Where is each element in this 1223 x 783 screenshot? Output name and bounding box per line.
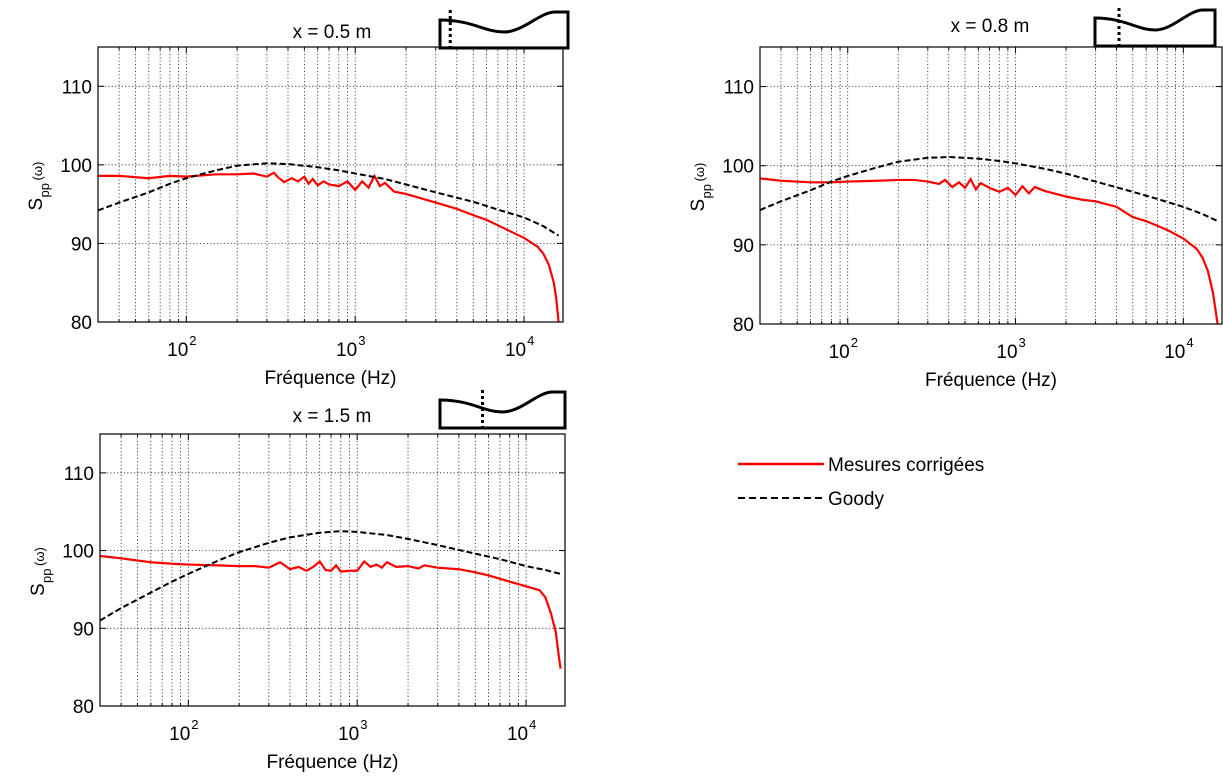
x-tick-label-base: 10 <box>1164 342 1185 363</box>
x-tick-label-base: 10 <box>507 724 528 745</box>
measured-line <box>100 554 562 669</box>
y-tick-label: 110 <box>62 77 92 98</box>
y-axis-label: Spp (ω) <box>26 162 52 211</box>
x-tick-label-base: 10 <box>169 724 190 745</box>
x-tick-label-base: 10 <box>336 340 357 361</box>
x-axis-label: Fréquence (Hz) <box>925 370 1057 391</box>
goody-line <box>98 162 560 237</box>
y-tick-label: 80 <box>733 315 754 336</box>
legend-item: Goody <box>738 489 884 510</box>
x-tick-label: 10 4 <box>1164 335 1193 363</box>
geometry-inset <box>438 10 570 52</box>
chart-title: x = 0.5 m <box>293 22 372 43</box>
plot-area-frame <box>759 46 1223 325</box>
x-tick-label-exponent: 2 <box>189 333 196 348</box>
duct-profile <box>438 390 567 430</box>
y-axis-label-main: S <box>688 199 709 212</box>
geometry-inset <box>438 390 567 432</box>
x-tick-label-exponent: 4 <box>1186 335 1193 350</box>
x-tick-label: 10 3 <box>338 717 367 745</box>
plot-area-frame <box>99 433 566 707</box>
x-tick-label: 10 2 <box>167 333 196 361</box>
x-tick-label-exponent: 3 <box>360 717 367 732</box>
legend-label: Goody <box>828 489 884 510</box>
y-tick-label: 80 <box>73 697 94 718</box>
y-axis-label-argument: (ω) <box>692 163 707 182</box>
x-tick-label: 10 2 <box>829 335 858 363</box>
x-tick-label-exponent: 2 <box>851 335 858 350</box>
measured-line <box>98 171 560 323</box>
measured-line <box>760 176 1219 325</box>
goody-line <box>760 156 1219 223</box>
x-tick-label-base: 10 <box>505 340 526 361</box>
legend-label: Mesures corrigées <box>828 455 984 476</box>
x-tick-label-exponent: 4 <box>529 717 536 732</box>
duct-profile <box>438 10 570 50</box>
y-tick-label: 110 <box>724 78 754 99</box>
y-axis-label: Spp (ω) <box>688 163 714 212</box>
y-axis-label-main: S <box>28 583 49 596</box>
legend: Mesures corrigées Goody <box>738 455 984 510</box>
x-tick-label: 10 4 <box>507 717 536 745</box>
x-tick-label-exponent: 3 <box>358 333 365 348</box>
y-tick-label: 80 <box>71 313 92 334</box>
x-tick-label: 10 3 <box>996 335 1025 363</box>
series-group <box>98 162 560 323</box>
x-tick-label-exponent: 2 <box>191 717 198 732</box>
chart-title: x = 0.8 m <box>951 16 1030 37</box>
x-axis-label: Fréquence (Hz) <box>265 368 397 389</box>
y-tick-label: 90 <box>733 236 754 257</box>
x-tick-label: 10 3 <box>336 333 365 361</box>
duct-profile <box>1093 8 1217 48</box>
grid <box>759 47 1222 325</box>
goody-line <box>100 530 561 622</box>
series-group <box>760 156 1219 325</box>
chart-title: x = 1.5 m <box>293 406 372 427</box>
y-tick-label: 90 <box>71 234 92 255</box>
x-tick-label-base: 10 <box>829 342 850 363</box>
y-tick-label: 110 <box>64 464 94 485</box>
geometry-inset <box>1093 8 1217 50</box>
x-tick-label-exponent: 3 <box>1019 335 1026 350</box>
y-axis-label-argument: (ω) <box>32 547 47 566</box>
x-tick-label: 10 2 <box>169 717 198 745</box>
y-axis-label-subscript: pp <box>699 184 714 198</box>
y-tick-label: 100 <box>62 542 94 563</box>
x-axis-label: Fréquence (Hz) <box>267 752 399 773</box>
x-tick-label-base: 10 <box>338 724 359 745</box>
y-tick-label: 100 <box>60 156 92 177</box>
y-axis-label-argument: (ω) <box>30 162 45 181</box>
x-tick-label-base: 10 <box>996 342 1017 363</box>
y-axis-label-subscript: pp <box>37 183 52 197</box>
x-tick-label-base: 10 <box>167 340 188 361</box>
x-tick-label-exponent: 4 <box>527 333 534 348</box>
x-tick-label: 10 4 <box>505 333 534 361</box>
plot-area-frame <box>97 46 564 323</box>
y-axis-label-main: S <box>26 198 47 211</box>
y-tick-label: 90 <box>73 619 94 640</box>
y-axis-label-subscript: pp <box>39 569 54 583</box>
y-tick-label: 100 <box>722 157 754 178</box>
series-group <box>100 530 562 669</box>
legend-item: Mesures corrigées <box>738 455 984 476</box>
y-axis-label: Spp (ω) <box>28 547 54 596</box>
